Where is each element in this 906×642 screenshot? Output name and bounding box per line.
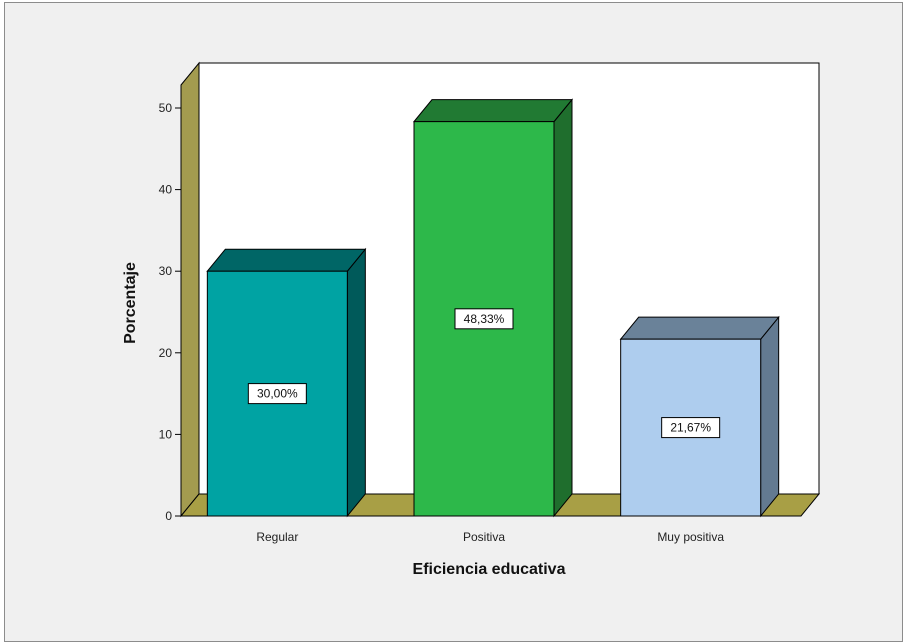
data-label: 48,33%	[464, 312, 505, 326]
bar-side	[346, 247, 366, 518]
x-category-label: Regular	[256, 530, 298, 544]
data-label-box	[661, 417, 721, 439]
bar-side	[760, 315, 780, 518]
bar	[206, 247, 367, 518]
x-category-label: Positiva	[463, 530, 505, 544]
bar	[412, 98, 574, 518]
y-tick-label: 50	[159, 101, 173, 115]
y-tick-label: 20	[159, 346, 173, 360]
data-labels: 30,00% 48,33% 21,67%	[247, 308, 721, 439]
bar-top	[619, 316, 780, 340]
x-axis-title: Eficiencia educativa	[413, 561, 566, 578]
y-axis-title: Porcentaje	[122, 262, 139, 344]
y-tick-label: 40	[159, 183, 173, 197]
x-category-label: Muy positiva	[657, 530, 724, 544]
bar-top	[412, 99, 574, 123]
y-tick-label: 30	[159, 264, 173, 278]
y-axis: 0 10 20 30 40 50	[159, 101, 182, 523]
y-tick-label: 0	[165, 509, 172, 523]
data-label-box	[454, 308, 514, 330]
x-axis-categories: Regular Positiva Muy positiva	[256, 530, 724, 544]
data-label: 21,67%	[670, 421, 711, 435]
bar-side	[553, 98, 573, 518]
chart-frame: 0 10 20 30 40 50 Regular Positiva Muy positiva …	[4, 2, 903, 642]
data-label-box	[247, 383, 307, 405]
side-wall	[180, 61, 200, 518]
y-tick-label: 10	[159, 427, 173, 441]
bar	[619, 315, 780, 518]
data-label: 30,00%	[257, 387, 298, 401]
bar-top	[206, 248, 367, 272]
